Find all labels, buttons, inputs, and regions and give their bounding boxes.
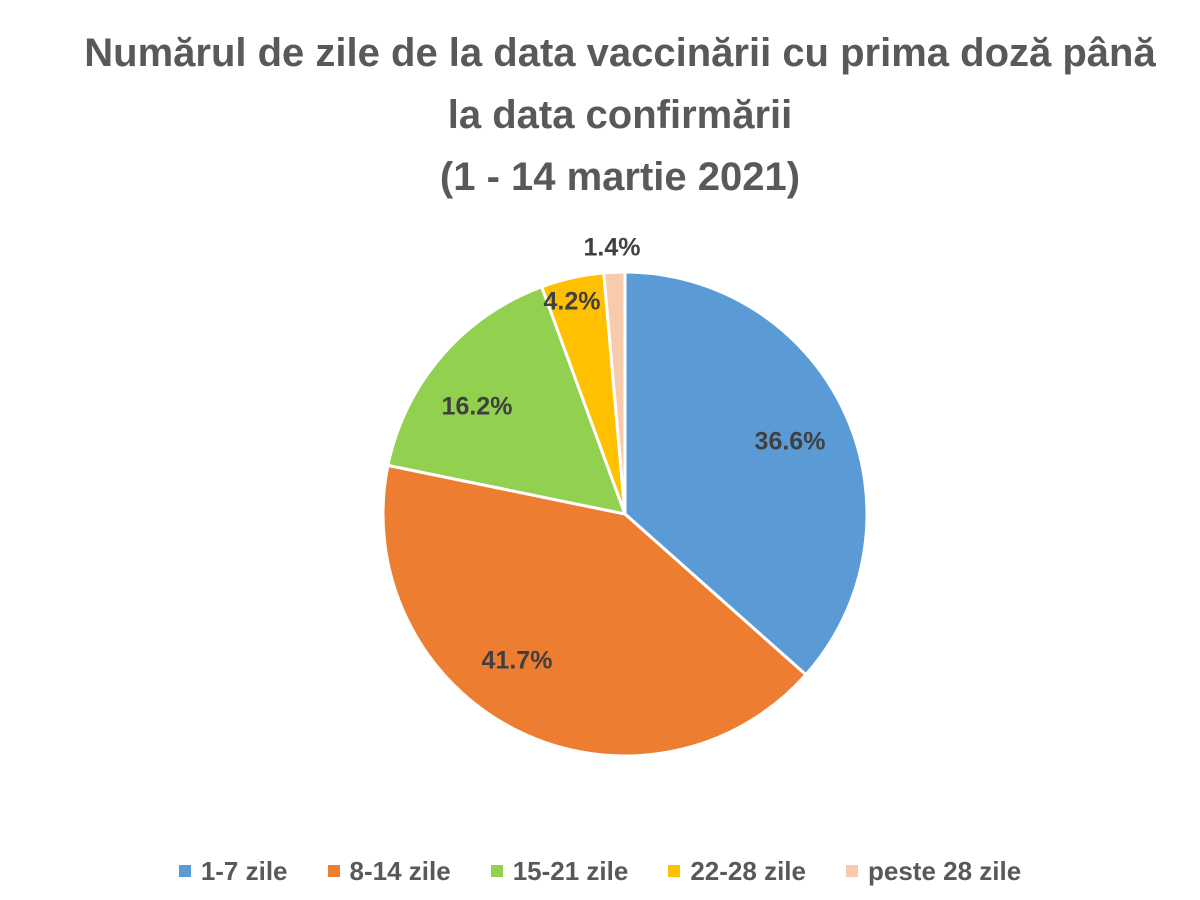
pie-slice-8-14-zile xyxy=(381,463,808,758)
data-label-peste-28-zile: 1.4% xyxy=(584,234,641,262)
legend-swatch-8-14-zile xyxy=(327,865,340,877)
chart-title-line-1: Numărul de zile de la data vaccinării cu… xyxy=(84,31,1156,75)
legend-label-8-14-zile: 8-14 zile xyxy=(349,855,451,886)
legend-item-peste-28-zile: peste 28 zile xyxy=(845,855,1022,887)
legend-label-1-7-zile: 1-7 zile xyxy=(200,855,288,886)
legend-label-peste-28-zile: peste 28 zile xyxy=(867,855,1022,886)
chart-title-line-3: (1 - 14 martie 2021) xyxy=(439,155,801,199)
pie-slice-15-21-zile xyxy=(386,285,627,516)
chart-title-line-2: la data confirmării xyxy=(447,93,793,137)
legend-item-1-7-zile: 1-7 zile xyxy=(178,855,288,887)
legend-item-8-14-zile: 8-14 zile xyxy=(327,855,451,887)
legend-swatch-1-7-zile xyxy=(178,865,191,877)
data-label-8-14-zile: 41.7% xyxy=(482,647,553,675)
legend-item-15-21-zile: 15-21 zile xyxy=(490,855,629,887)
data-label-15-21-zile: 16.2% xyxy=(442,393,513,421)
data-label-22-28-zile: 4.2% xyxy=(544,288,601,316)
legend-label-22-28-zile: 22-28 zile xyxy=(690,855,806,886)
pie-slice-1-7-zile xyxy=(623,270,869,677)
pie-slice-peste-28-zile xyxy=(602,270,627,516)
data-label-1-7-zile: 36.6% xyxy=(755,428,826,456)
legend-swatch-15-21-zile xyxy=(490,865,503,877)
legend-swatch-22-28-zile xyxy=(668,865,681,877)
legend-label-15-21-zile: 15-21 zile xyxy=(512,855,629,886)
chart-legend: 1-7 zile 8-14 zile 15-21 zile 22-28 zile… xyxy=(0,851,1200,891)
chart-title: Numărul de zile de la data vaccinării cu… xyxy=(0,22,1200,208)
legend-item-22-28-zile: 22-28 zile xyxy=(668,856,806,887)
legend-swatch-peste-28-zile xyxy=(845,865,858,877)
